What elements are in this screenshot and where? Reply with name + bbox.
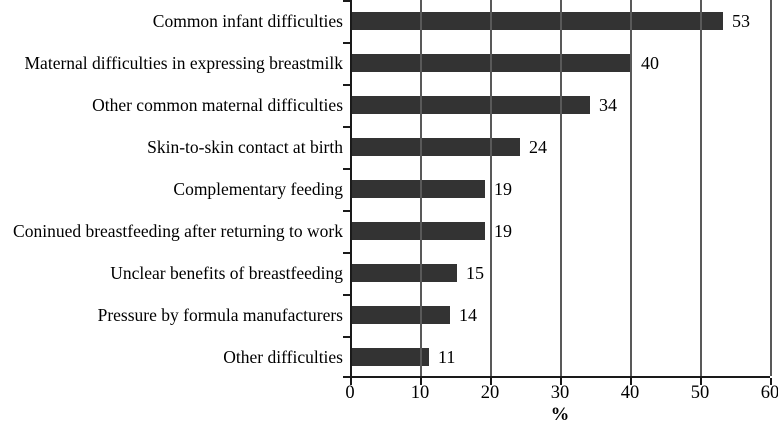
category-label: Complementary feeding — [173, 178, 343, 199]
x-tick-label: 30 — [550, 383, 570, 403]
bar-row: 15 — [352, 252, 770, 294]
plot-area: 53 40 34 24 19 19 15 14 11 — [343, 0, 772, 385]
value-label: 14 — [459, 305, 477, 325]
gridline — [630, 0, 632, 376]
bar-series: 53 40 34 24 19 19 15 14 11 — [352, 0, 770, 376]
value-label: 15 — [466, 263, 484, 283]
x-tick-label: 60 — [760, 383, 778, 403]
category-label: Maternal difficulties in expressing brea… — [24, 52, 344, 73]
x-tick-label: 20 — [480, 383, 500, 403]
gridline — [560, 0, 562, 376]
x-axis-tick — [700, 378, 702, 385]
y-axis-tick — [343, 336, 350, 338]
bar-row: 19 — [352, 210, 770, 252]
y-axis-tick — [343, 168, 350, 170]
y-axis-tick — [343, 0, 350, 2]
category-label: Other common maternal difficulties — [92, 94, 343, 115]
bar-row: 19 — [352, 168, 770, 210]
bar-row: 24 — [352, 126, 770, 168]
value-label: 19 — [494, 179, 512, 199]
bar-row: 34 — [352, 84, 770, 126]
category-label: Other difficulties — [223, 346, 343, 367]
gridline — [700, 0, 702, 376]
gridline — [770, 0, 772, 376]
y-axis-tick — [343, 294, 350, 296]
x-tick-label: 40 — [620, 383, 640, 403]
bar — [352, 306, 450, 324]
bar-row: 40 — [352, 42, 770, 84]
bar-row: 11 — [352, 336, 770, 378]
x-axis-tick — [490, 378, 492, 385]
bar — [352, 12, 723, 30]
bar — [352, 96, 590, 114]
value-label: 11 — [438, 347, 456, 367]
value-label: 34 — [599, 95, 617, 115]
gridline — [420, 0, 422, 376]
category-label: Pressure by formula manufacturers — [97, 304, 343, 325]
y-axis-tick — [343, 376, 350, 378]
category-label: Unclear benefits of breastfeeding — [110, 262, 343, 283]
x-axis-tick — [350, 378, 352, 385]
y-axis-tick — [343, 252, 350, 254]
bar — [352, 138, 520, 156]
bar — [352, 222, 485, 240]
category-label: Skin-to-skin contact at birth — [147, 136, 343, 157]
category-label: Coninued breastfeeding after returning t… — [13, 220, 343, 241]
x-tick-label: 10 — [410, 383, 430, 403]
x-axis-tick — [770, 378, 772, 385]
y-axis-tick — [343, 84, 350, 86]
bar — [352, 180, 485, 198]
x-axis-tick — [630, 378, 632, 385]
x-tick-label: 50 — [690, 383, 710, 403]
category-label: Common infant difficulties — [152, 10, 343, 31]
x-tick-label: 0 — [345, 383, 355, 403]
y-axis-tick — [343, 42, 350, 44]
bar-row: 14 — [352, 294, 770, 336]
bar — [352, 54, 632, 72]
x-axis-tick — [420, 378, 422, 385]
value-label: 40 — [641, 53, 659, 73]
value-label: 53 — [732, 11, 750, 31]
y-axis-tick — [343, 126, 350, 128]
y-axis-tick — [343, 210, 350, 212]
value-label: 24 — [529, 137, 547, 157]
category-axis-labels: Common infant difficulties Maternal diffi… — [0, 0, 350, 378]
value-label: 19 — [494, 221, 512, 241]
x-axis-title: % — [550, 405, 570, 425]
gridline — [490, 0, 492, 376]
x-axis-tick — [560, 378, 562, 385]
bar — [352, 264, 457, 282]
bar — [352, 348, 429, 366]
